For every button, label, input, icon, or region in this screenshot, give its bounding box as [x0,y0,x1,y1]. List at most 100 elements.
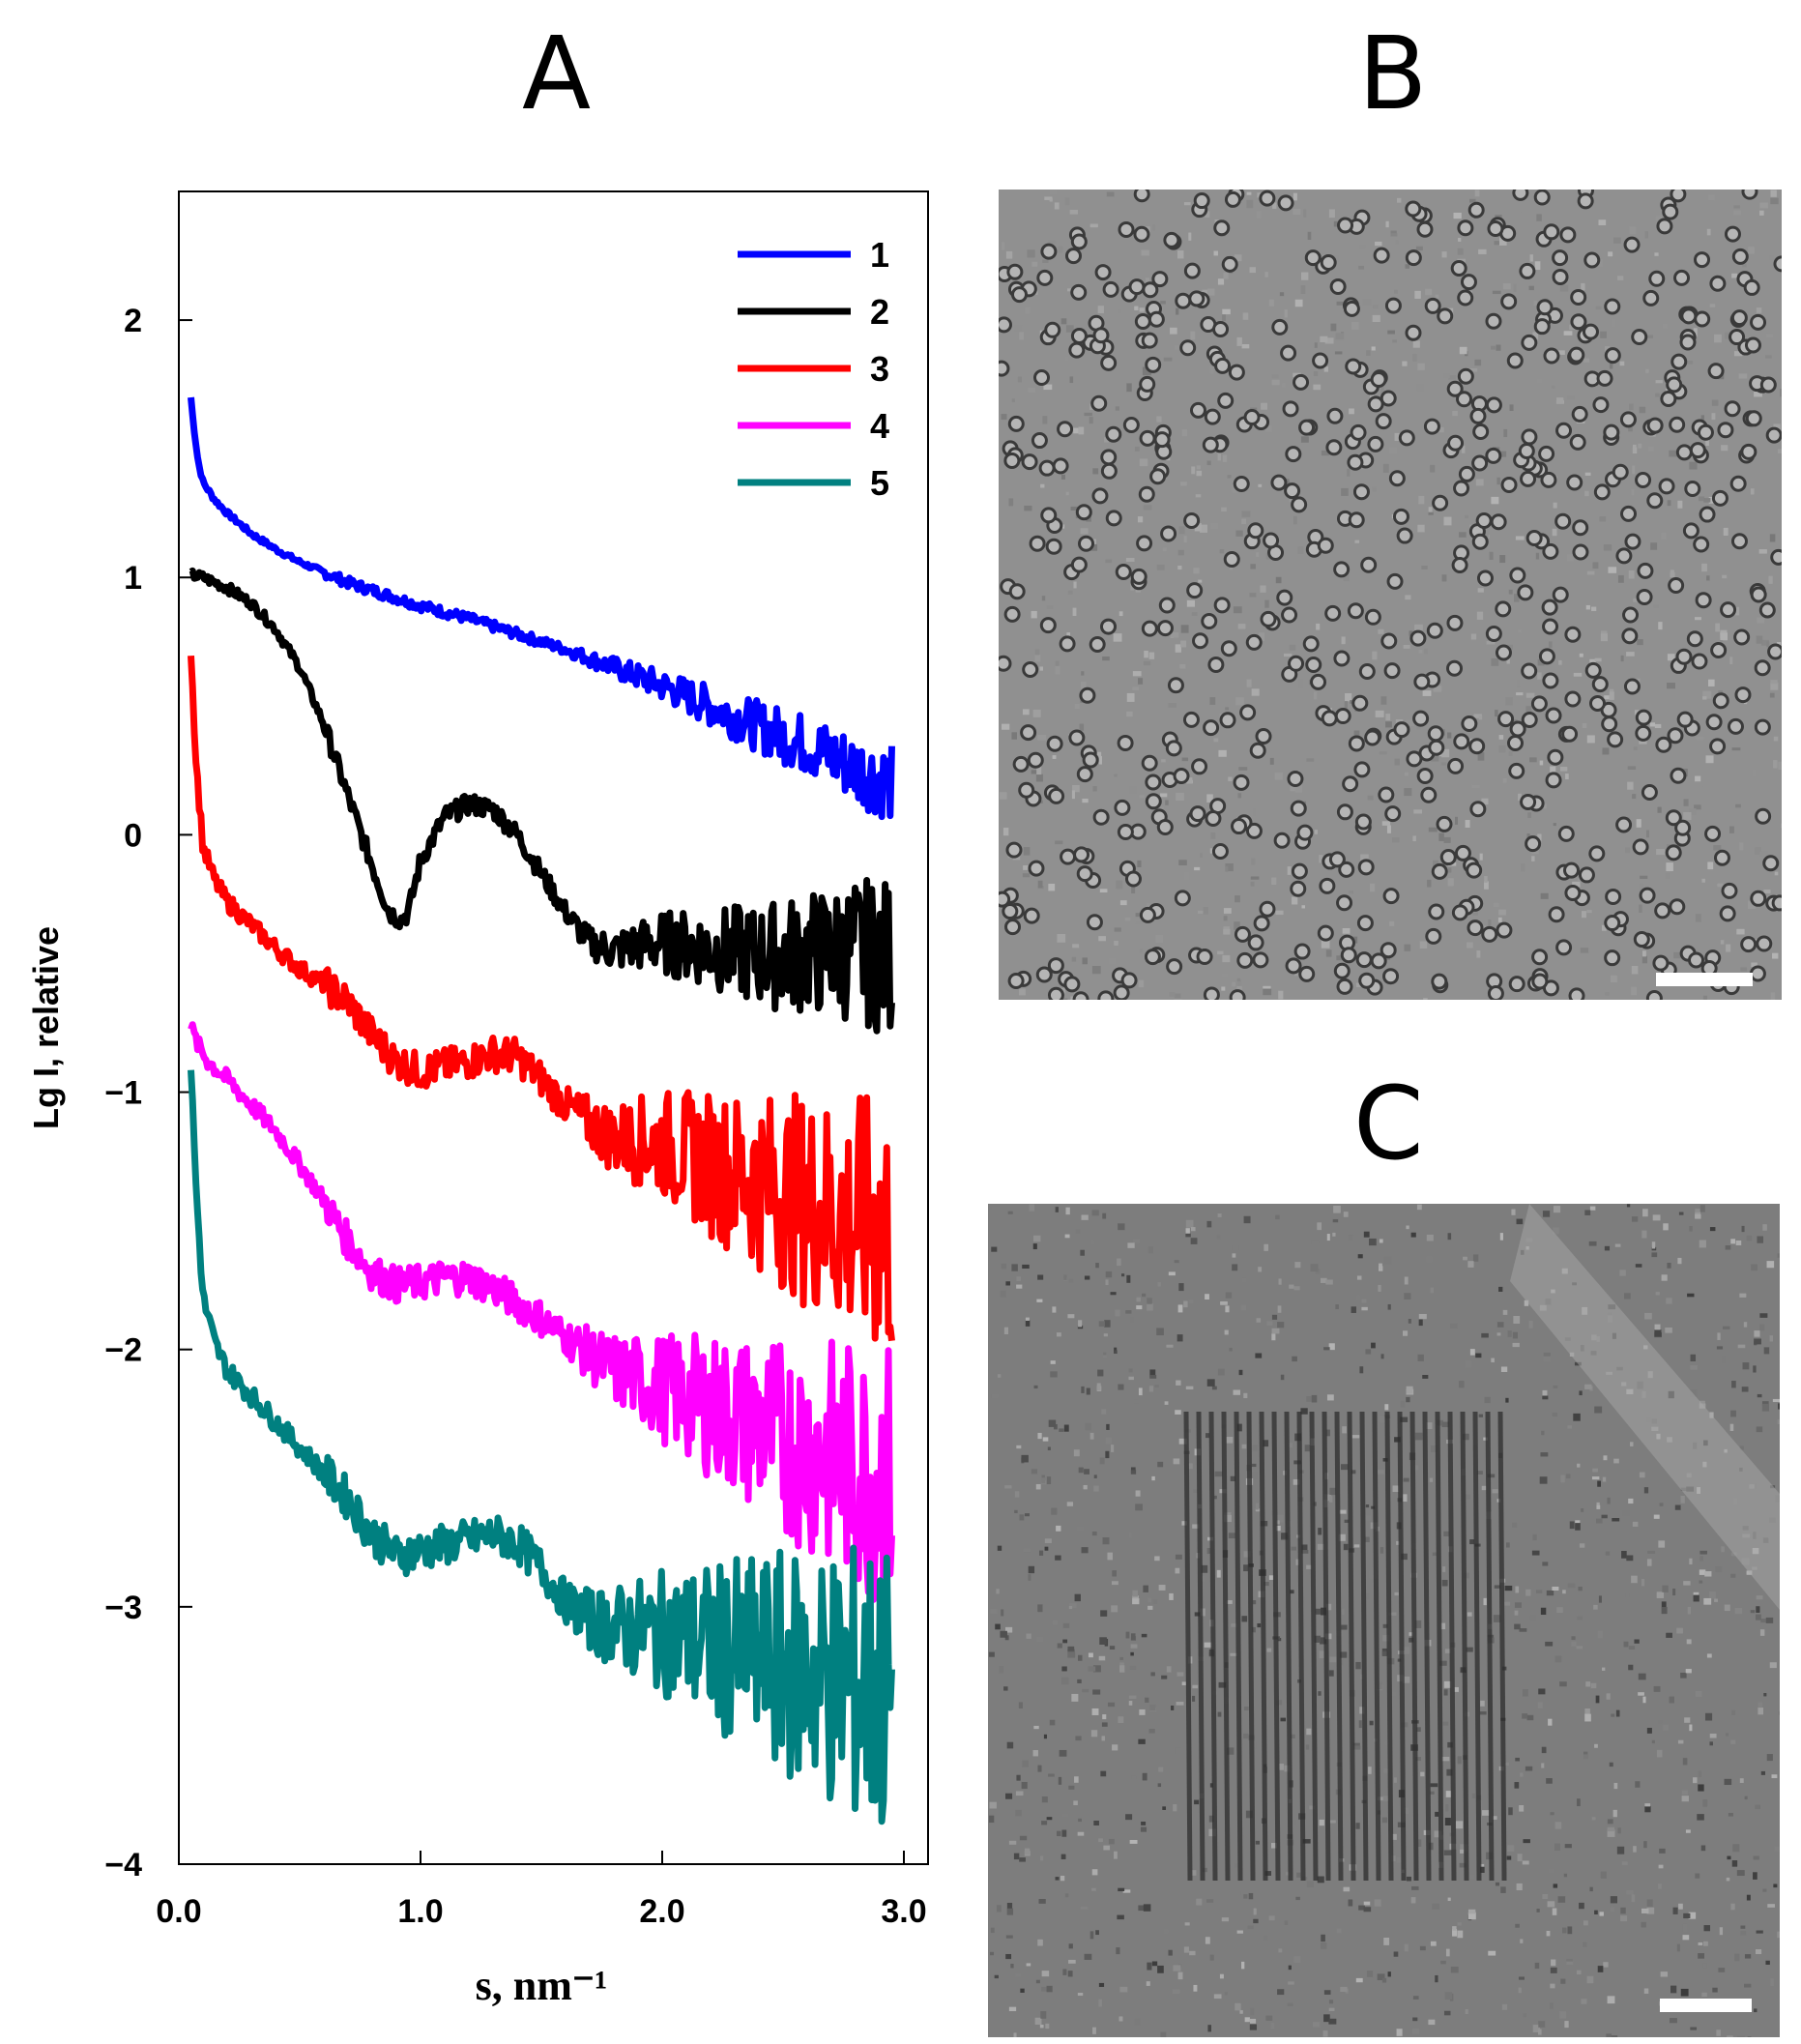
particle-ring [1288,655,1305,672]
texture-speckle [1268,1915,1275,1921]
particle-ring [1709,275,1727,292]
texture-speckle [1370,394,1375,399]
texture-speckle [1567,1926,1573,1935]
texture-speckle [1709,325,1714,329]
texture-speckle [1074,703,1080,710]
texture-speckle [1513,283,1517,292]
texture-speckle [1119,1662,1124,1667]
texture-speckle [1582,722,1587,729]
texture-speckle [1033,1235,1041,1242]
texture-speckle [1716,1346,1724,1350]
texture-speckle [1403,1494,1408,1503]
texture-speckle [1174,1260,1179,1264]
texture-speckle [1447,878,1454,887]
texture-speckle [1321,1942,1327,1949]
texture-speckle [1496,1322,1504,1328]
texture-speckle [1375,241,1382,247]
texture-speckle [1433,686,1442,692]
texture-speckle [1243,1733,1249,1739]
texture-speckle [1102,1212,1107,1219]
texture-speckle [1241,511,1251,517]
texture-speckle [1688,808,1697,815]
texture-speckle [1365,1349,1372,1355]
texture-speckle [1515,536,1525,540]
particle-ring [1704,825,1722,842]
particle-ring [1188,290,1206,307]
texture-speckle [1139,1708,1146,1715]
texture-speckle [1091,1708,1099,1715]
texture-speckle [1090,1240,1094,1245]
texture-speckle [1080,1249,1085,1256]
texture-speckle [1114,1347,1118,1354]
particle-ring [1070,556,1088,573]
texture-speckle [1506,657,1510,664]
particle-ring [1740,443,1757,460]
particle-ring [1382,888,1400,905]
particle-ring [1710,642,1728,659]
texture-speckle [1013,1853,1020,1860]
texture-speckle [1089,223,1098,228]
texture-speckle [1198,579,1203,583]
particle-ring [1105,425,1122,443]
texture-speckle [1077,1831,1085,1836]
particle-ring [1350,423,1367,441]
particle-ring [1336,894,1353,912]
texture-speckle [1444,1818,1451,1825]
texture-speckle [1293,1820,1296,1825]
texture-speckle [1360,854,1369,861]
texture-speckle [1498,745,1506,753]
texture-speckle [1170,327,1177,335]
texture-speckle [1088,1652,1093,1658]
texture-speckle [1377,1796,1383,1801]
texture-speckle [1139,458,1148,467]
texture-speckle [1387,330,1395,335]
texture-speckle [1186,777,1193,783]
texture-speckle [1771,1774,1778,1779]
texture-speckle [1567,1425,1572,1429]
texture-speckle [1193,1489,1199,1493]
texture-speckle [1780,389,1782,397]
texture-speckle [1753,1872,1757,1880]
texture-speckle [1621,1861,1628,1865]
panel-label-b: B [1358,15,1428,132]
series-line-3 [188,656,895,1342]
series-line-4 [188,1021,895,1603]
texture-speckle [1159,793,1168,798]
particle-ring [1213,597,1231,614]
particle-ring [1089,636,1106,654]
texture-speckle [1266,1321,1273,1326]
texture-speckle [1447,1741,1453,1748]
texture-speckle [1476,950,1481,958]
texture-speckle [1430,1791,1435,1795]
texture-speckle [1371,1505,1376,1509]
texture-speckle [1091,1531,1097,1536]
particle-ring [1100,618,1118,635]
texture-speckle [1624,1293,1631,1299]
texture-speckle [991,1246,998,1252]
texture-speckle [1055,1207,1059,1212]
texture-speckle [1546,1590,1554,1596]
texture-speckle [1381,1650,1388,1656]
texture-speckle [1584,1384,1592,1389]
texture-speckle [1676,1943,1680,1952]
particle-ring [1471,454,1489,472]
texture-speckle [1548,641,1553,648]
texture-speckle [1622,1510,1630,1517]
texture-speckle [1400,1400,1406,1408]
texture-speckle [1382,1796,1389,1801]
texture-speckle [1469,198,1476,203]
texture-speckle [1695,1209,1700,1212]
texture-speckle [1467,1612,1472,1617]
texture-speckle [1067,1651,1076,1658]
particle-ring [1345,358,1362,375]
texture-speckle [1491,1358,1495,1362]
texture-speckle [1534,261,1541,271]
texture-speckle [1466,1494,1471,1500]
texture-speckle [1206,1220,1212,1228]
particle-ring [1153,431,1171,449]
texture-speckle [1466,1647,1473,1652]
lattice-fringe [1460,1411,1469,1882]
texture-speckle [1747,2036,1752,2037]
texture-speckle [1309,1805,1316,1810]
particle-ring [1750,890,1767,907]
